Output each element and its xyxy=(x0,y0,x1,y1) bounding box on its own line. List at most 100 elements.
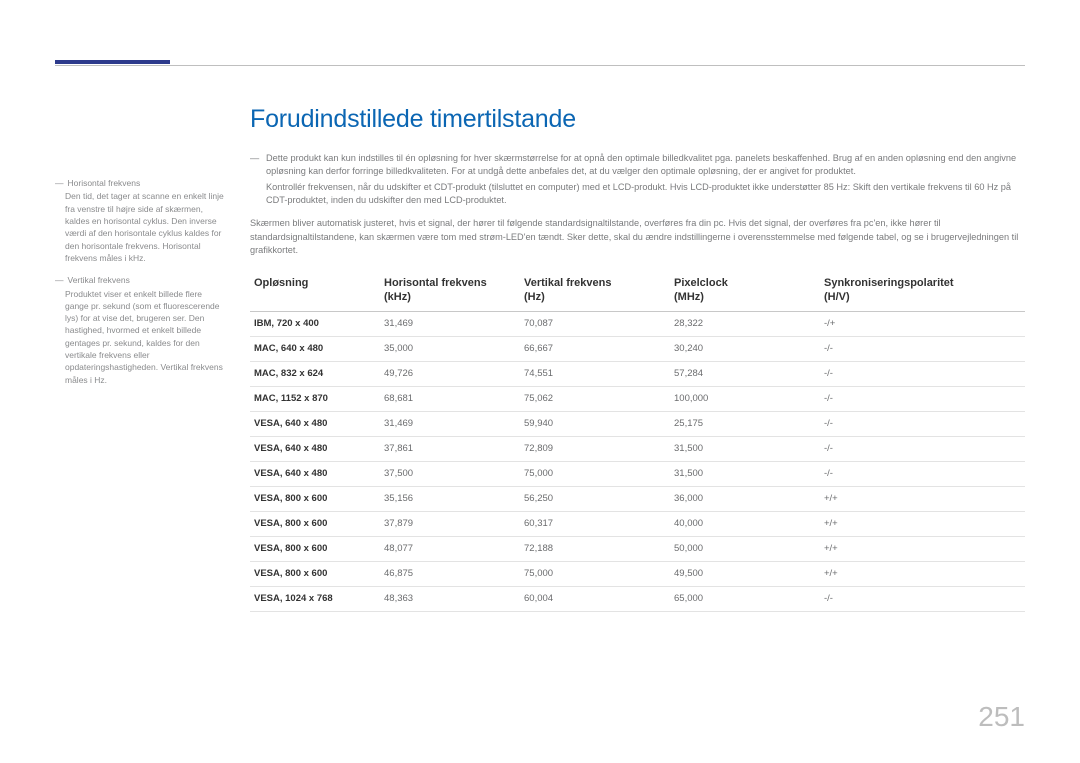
table-cell: 75,000 xyxy=(520,461,670,486)
page-title: Forudindstillede timertilstande xyxy=(250,105,1025,134)
table-row: VESA, 800 x 60035,15656,25036,000+/+ xyxy=(250,486,1025,511)
side-desc: Den tid, det tager at scanne en enkelt l… xyxy=(55,190,225,264)
page-number: 251 xyxy=(978,701,1025,733)
table-cell: -/- xyxy=(820,461,1025,486)
table-cell: VESA, 800 x 600 xyxy=(250,486,380,511)
table-cell: 60,317 xyxy=(520,511,670,536)
col-sync-polarity: Synkroniseringspolaritet (H/V) xyxy=(820,271,1025,311)
table-cell: 65,000 xyxy=(670,586,820,611)
table-cell: 46,875 xyxy=(380,561,520,586)
table-cell: 50,000 xyxy=(670,536,820,561)
table-cell: 56,250 xyxy=(520,486,670,511)
header-sub: (MHz) xyxy=(674,291,704,303)
table-cell: 37,500 xyxy=(380,461,520,486)
header-label: Synkroniseringspolaritet xyxy=(824,277,954,289)
col-pixelclock: Pixelclock (MHz) xyxy=(670,271,820,311)
table-header-row: Opløsning Horisontal frekvens (kHz) Vert… xyxy=(250,271,1025,311)
table-cell: 40,000 xyxy=(670,511,820,536)
intro-paragraph: Skærmen bliver automatisk justeret, hvis… xyxy=(250,217,1025,257)
note-line: Kontrollér frekvensen, når du udskifter … xyxy=(250,181,1025,208)
table-cell: 31,469 xyxy=(380,311,520,336)
table-row: VESA, 1024 x 76848,36360,00465,000-/- xyxy=(250,586,1025,611)
table-cell: 31,469 xyxy=(380,411,520,436)
table-row: IBM, 720 x 40031,46970,08728,322-/+ xyxy=(250,311,1025,336)
content-area: ― Horisontal frekvens Den tid, det tager … xyxy=(55,105,1025,612)
table-cell: 49,726 xyxy=(380,361,520,386)
table-cell: VESA, 800 x 600 xyxy=(250,511,380,536)
table-cell: 30,240 xyxy=(670,336,820,361)
accent-bar xyxy=(55,60,170,64)
col-resolution: Opløsning xyxy=(250,271,380,311)
side-note: ― Horisontal frekvens Den tid, det tager … xyxy=(55,177,225,264)
table-cell: 37,861 xyxy=(380,436,520,461)
header-label: Vertikal frekvens xyxy=(524,277,611,289)
table-row: VESA, 800 x 60048,07772,18850,000+/+ xyxy=(250,536,1025,561)
table-row: MAC, 640 x 48035,00066,66730,240-/- xyxy=(250,336,1025,361)
side-note: ―Vertikal frekvens Produktet viser et en… xyxy=(55,274,225,386)
table-cell: VESA, 800 x 600 xyxy=(250,561,380,586)
col-vertical-freq: Vertikal frekvens (Hz) xyxy=(520,271,670,311)
note-block: ― Dette produkt kan kun indstilles til é… xyxy=(250,152,1025,207)
table-cell: VESA, 1024 x 768 xyxy=(250,586,380,611)
table-cell: MAC, 1152 x 870 xyxy=(250,386,380,411)
table-row: VESA, 640 x 48031,46959,94025,175-/- xyxy=(250,411,1025,436)
table-cell: 48,077 xyxy=(380,536,520,561)
table-cell: 31,500 xyxy=(670,436,820,461)
table-row: MAC, 832 x 62449,72674,55157,284-/- xyxy=(250,361,1025,386)
table-cell: MAC, 640 x 480 xyxy=(250,336,380,361)
table-cell: 28,322 xyxy=(670,311,820,336)
header-sub: (Hz) xyxy=(524,291,545,303)
timing-table: Opløsning Horisontal frekvens (kHz) Vert… xyxy=(250,271,1025,612)
table-cell: +/+ xyxy=(820,486,1025,511)
table-cell: 75,000 xyxy=(520,561,670,586)
table-cell: 48,363 xyxy=(380,586,520,611)
table-cell: -/+ xyxy=(820,311,1025,336)
table-cell: -/- xyxy=(820,586,1025,611)
table-cell: VESA, 640 x 480 xyxy=(250,461,380,486)
page-container: ― Horisontal frekvens Den tid, det tager … xyxy=(0,0,1080,763)
table-cell: -/- xyxy=(820,436,1025,461)
table-cell: 100,000 xyxy=(670,386,820,411)
side-notes: ― Horisontal frekvens Den tid, det tager … xyxy=(55,105,225,612)
table-row: MAC, 1152 x 87068,68175,062100,000-/- xyxy=(250,386,1025,411)
dash-icon: ― xyxy=(55,178,64,188)
col-horizontal-freq: Horisontal frekvens (kHz) xyxy=(380,271,520,311)
table-row: VESA, 640 x 48037,50075,00031,500-/- xyxy=(250,461,1025,486)
table-cell: 59,940 xyxy=(520,411,670,436)
table-cell: +/+ xyxy=(820,536,1025,561)
table-cell: VESA, 640 x 480 xyxy=(250,436,380,461)
table-row: VESA, 800 x 60046,87575,00049,500+/+ xyxy=(250,561,1025,586)
table-cell: IBM, 720 x 400 xyxy=(250,311,380,336)
table-cell: 37,879 xyxy=(380,511,520,536)
table-row: VESA, 640 x 48037,86172,80931,500-/- xyxy=(250,436,1025,461)
table-cell: 36,000 xyxy=(670,486,820,511)
header-label: Horisontal frekvens xyxy=(384,277,487,289)
table-head: Opløsning Horisontal frekvens (kHz) Vert… xyxy=(250,271,1025,311)
table-cell: +/+ xyxy=(820,511,1025,536)
table-cell: -/- xyxy=(820,361,1025,386)
table-cell: 31,500 xyxy=(670,461,820,486)
table-cell: -/- xyxy=(820,411,1025,436)
header-sub: (H/V) xyxy=(824,291,850,303)
table-cell: 35,156 xyxy=(380,486,520,511)
note-text: Dette produkt kan kun indstilles til én … xyxy=(266,152,1025,179)
side-term: Vertikal frekvens xyxy=(68,275,130,285)
table-cell: 57,284 xyxy=(670,361,820,386)
table-cell: +/+ xyxy=(820,561,1025,586)
table-cell: 60,004 xyxy=(520,586,670,611)
table-cell: 75,062 xyxy=(520,386,670,411)
dash-icon: ― xyxy=(250,152,260,179)
main-column: Forudindstillede timertilstande ― Dette … xyxy=(250,105,1025,612)
table-cell: 74,551 xyxy=(520,361,670,386)
side-term: Horisontal frekvens xyxy=(68,178,141,188)
table-cell: 72,188 xyxy=(520,536,670,561)
table-cell: 25,175 xyxy=(670,411,820,436)
table-cell: 35,000 xyxy=(380,336,520,361)
table-cell: VESA, 640 x 480 xyxy=(250,411,380,436)
table-cell: 72,809 xyxy=(520,436,670,461)
table-body: IBM, 720 x 40031,46970,08728,322-/+MAC, … xyxy=(250,311,1025,611)
table-cell: -/- xyxy=(820,336,1025,361)
table-cell: 49,500 xyxy=(670,561,820,586)
side-desc: Produktet viser et enkelt billede flere … xyxy=(55,288,225,387)
table-cell: MAC, 832 x 624 xyxy=(250,361,380,386)
